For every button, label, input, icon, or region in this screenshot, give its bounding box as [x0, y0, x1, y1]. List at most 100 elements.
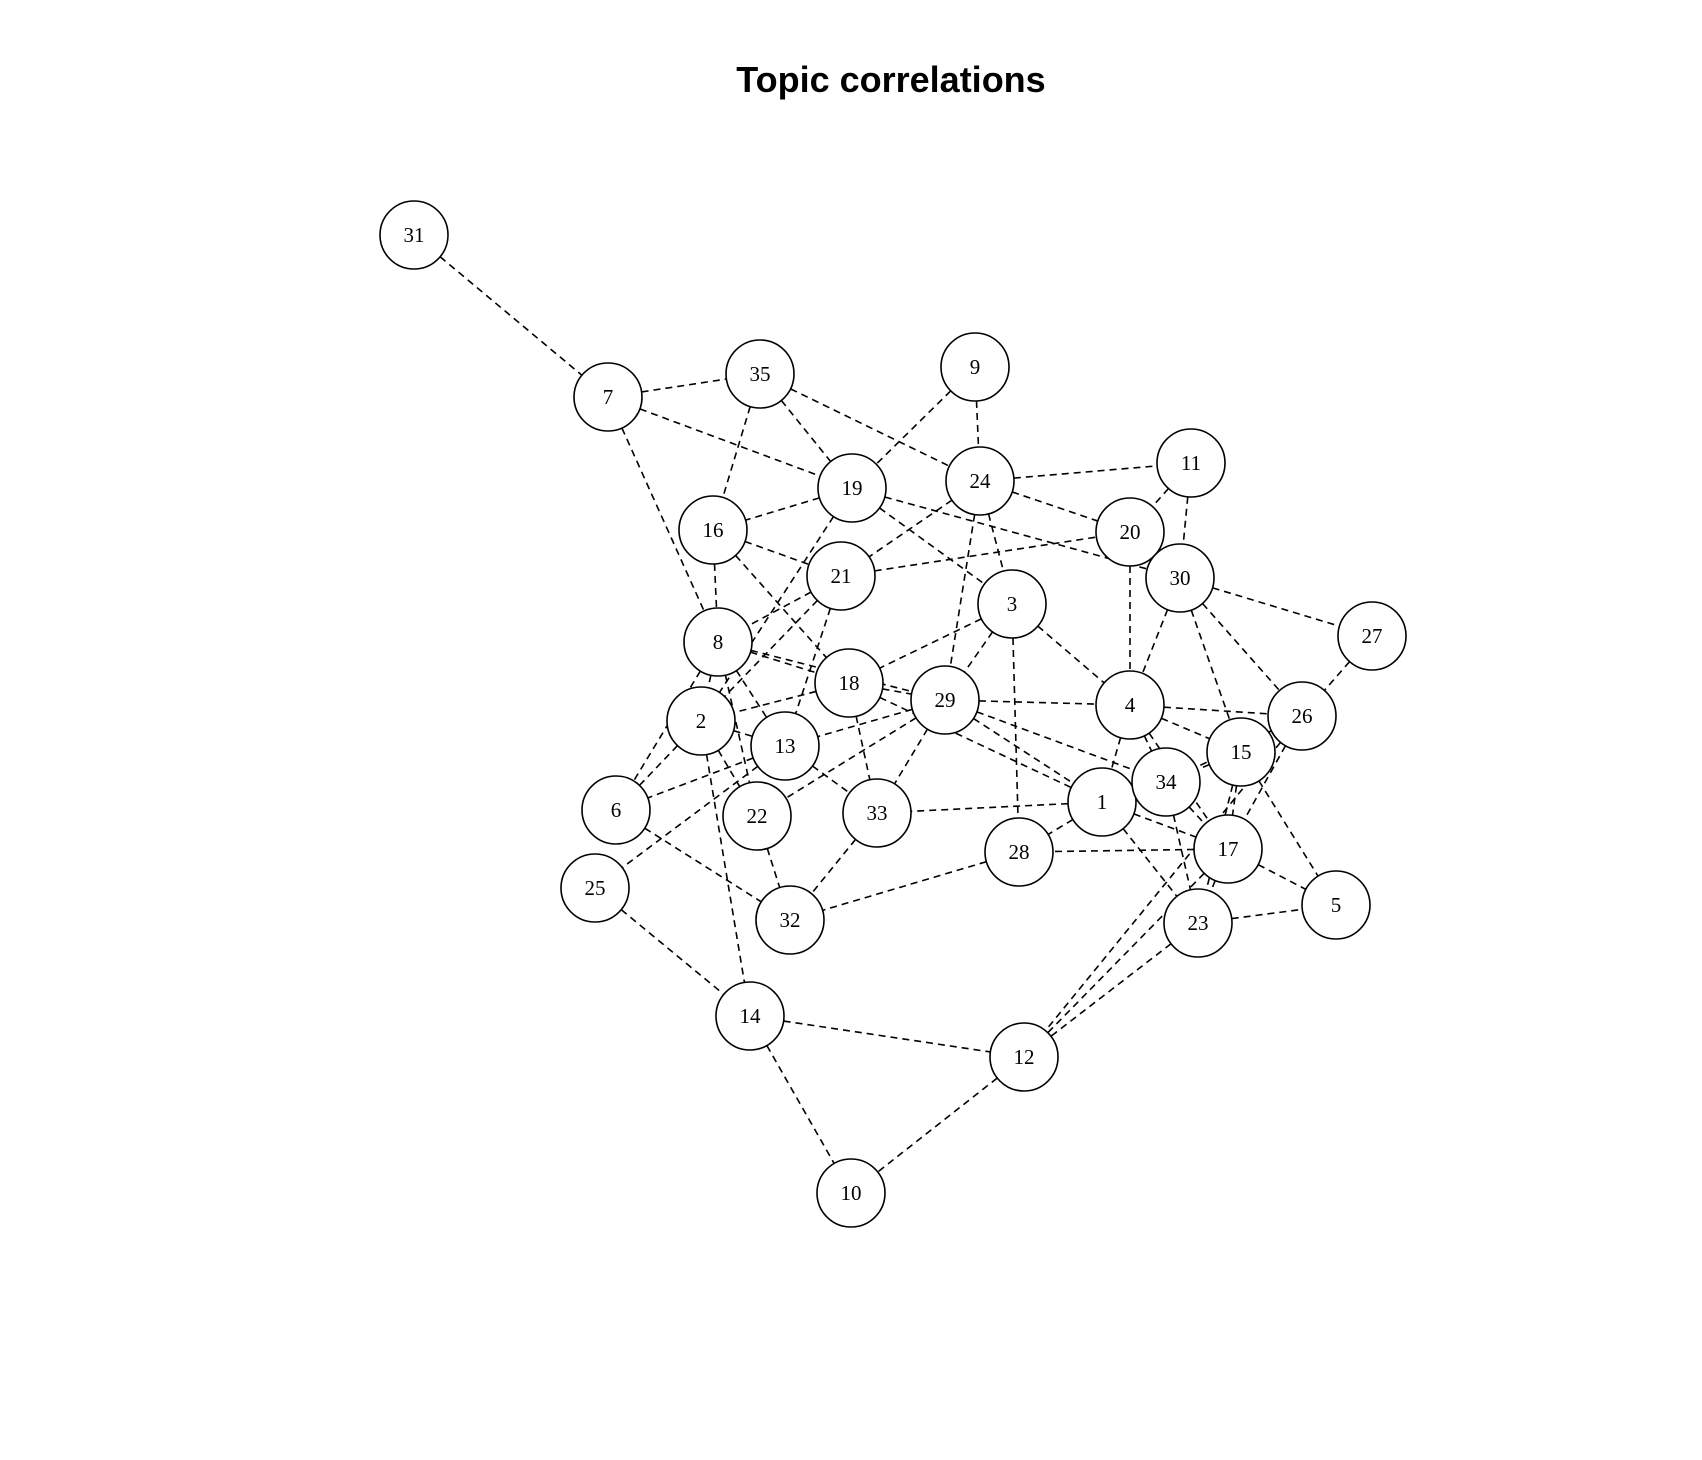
- edge-24-20: [1011, 491, 1099, 522]
- edge-3-29: [963, 631, 994, 673]
- edge-2-14: [705, 754, 746, 983]
- edge-35-24: [790, 388, 950, 467]
- edge-layer: [439, 256, 1351, 1173]
- edge-1-33: [910, 802, 1069, 813]
- node-label: 33: [867, 801, 888, 825]
- node-circle: [806, 541, 876, 611]
- node-label: 3: [1007, 592, 1018, 616]
- node-29: 29: [910, 665, 980, 735]
- node-22: 22: [722, 781, 792, 851]
- node-15: 15: [1206, 717, 1276, 787]
- node-circle: [722, 781, 792, 851]
- edge-22-32: [766, 848, 781, 888]
- node-label: 14: [740, 1004, 762, 1028]
- edge-29-22: [785, 717, 917, 799]
- node-circle: [1095, 670, 1165, 740]
- node-label: 18: [839, 671, 860, 695]
- node-11: 11: [1156, 428, 1226, 498]
- node-circle: [725, 339, 795, 409]
- edge-29-1: [973, 717, 1074, 785]
- node-label: 16: [703, 518, 724, 542]
- node-circle: [984, 817, 1054, 887]
- node-circle: [817, 453, 887, 523]
- node-3: 3: [977, 569, 1047, 639]
- edge-35-19: [780, 399, 832, 463]
- edge-29-13: [817, 708, 913, 738]
- node-circle: [750, 711, 820, 781]
- edge-21-2: [724, 599, 818, 698]
- edge-21-13: [794, 608, 832, 714]
- node-2: 2: [666, 686, 736, 756]
- node-23: 23: [1163, 888, 1233, 958]
- edge-26-12: [1044, 741, 1282, 1032]
- edge-34-17: [1188, 806, 1206, 825]
- edge-21-20: [874, 536, 1097, 572]
- node-circle: [1156, 428, 1226, 498]
- node-9: 9: [940, 332, 1010, 402]
- edge-14-10: [766, 1045, 835, 1164]
- node-17: 17: [1193, 814, 1263, 884]
- edge-21-8: [747, 591, 812, 627]
- node-label: 23: [1188, 911, 1209, 935]
- edge-2-13: [733, 729, 753, 738]
- edge-17-23: [1210, 880, 1216, 892]
- node-25: 25: [560, 853, 630, 923]
- edge-30-26: [1201, 602, 1281, 692]
- node-label: 15: [1231, 740, 1252, 764]
- edge-1-17: [1133, 813, 1197, 838]
- edge-1-28: [1047, 818, 1074, 836]
- node-21: 21: [806, 541, 876, 611]
- edge-14-12: [783, 1020, 991, 1053]
- node-circle: [1131, 747, 1201, 817]
- node-circle: [1301, 870, 1371, 940]
- node-label: 11: [1181, 451, 1201, 475]
- edge-7-8: [621, 427, 705, 612]
- edge-30-4: [1141, 609, 1169, 674]
- edge-33-32: [810, 838, 857, 895]
- node-circle: [560, 853, 630, 923]
- node-circle: [678, 495, 748, 565]
- edge-29-33: [893, 728, 929, 785]
- node-circle: [379, 200, 449, 270]
- node-28: 28: [984, 817, 1054, 887]
- edge-27-26: [1323, 661, 1351, 691]
- node-10: 10: [816, 1158, 886, 1228]
- edge-13-33: [812, 765, 850, 794]
- node-13: 13: [750, 711, 820, 781]
- edge-35-16: [722, 406, 751, 498]
- edge-8-13: [735, 670, 768, 718]
- edge-26-17: [1243, 745, 1287, 820]
- node-34: 34: [1131, 747, 1201, 817]
- node-label: 9: [970, 355, 981, 379]
- edge-3-28: [1012, 637, 1019, 819]
- edge-18-29: [882, 688, 912, 695]
- edge-2-6: [638, 745, 679, 786]
- edge-24-29: [949, 514, 976, 667]
- edge-16-21: [744, 540, 810, 566]
- node-32: 32: [755, 885, 825, 955]
- edge-28-32: [822, 860, 987, 912]
- node-label: 5: [1331, 893, 1342, 917]
- node-7: 7: [573, 362, 643, 432]
- node-circle: [816, 1158, 886, 1228]
- node-circle: [1337, 601, 1407, 671]
- node-circle: [989, 1022, 1059, 1092]
- node-24: 24: [945, 446, 1015, 516]
- node-8: 8: [683, 607, 753, 677]
- edge-29-34: [976, 711, 1135, 771]
- node-18: 18: [814, 648, 884, 718]
- edge-23-12: [1050, 943, 1172, 1037]
- node-circle: [977, 569, 1047, 639]
- node-circle: [1206, 717, 1276, 787]
- edge-29-4: [978, 700, 1097, 705]
- node-label: 35: [750, 362, 771, 386]
- node-circle: [1145, 543, 1215, 613]
- node-label: 17: [1218, 837, 1239, 861]
- node-label: 2: [696, 709, 707, 733]
- node-label: 8: [713, 630, 724, 654]
- node-label: 28: [1009, 840, 1030, 864]
- edge-3-18: [879, 618, 982, 669]
- edge-23-5: [1231, 908, 1303, 920]
- node-label: 10: [841, 1181, 862, 1205]
